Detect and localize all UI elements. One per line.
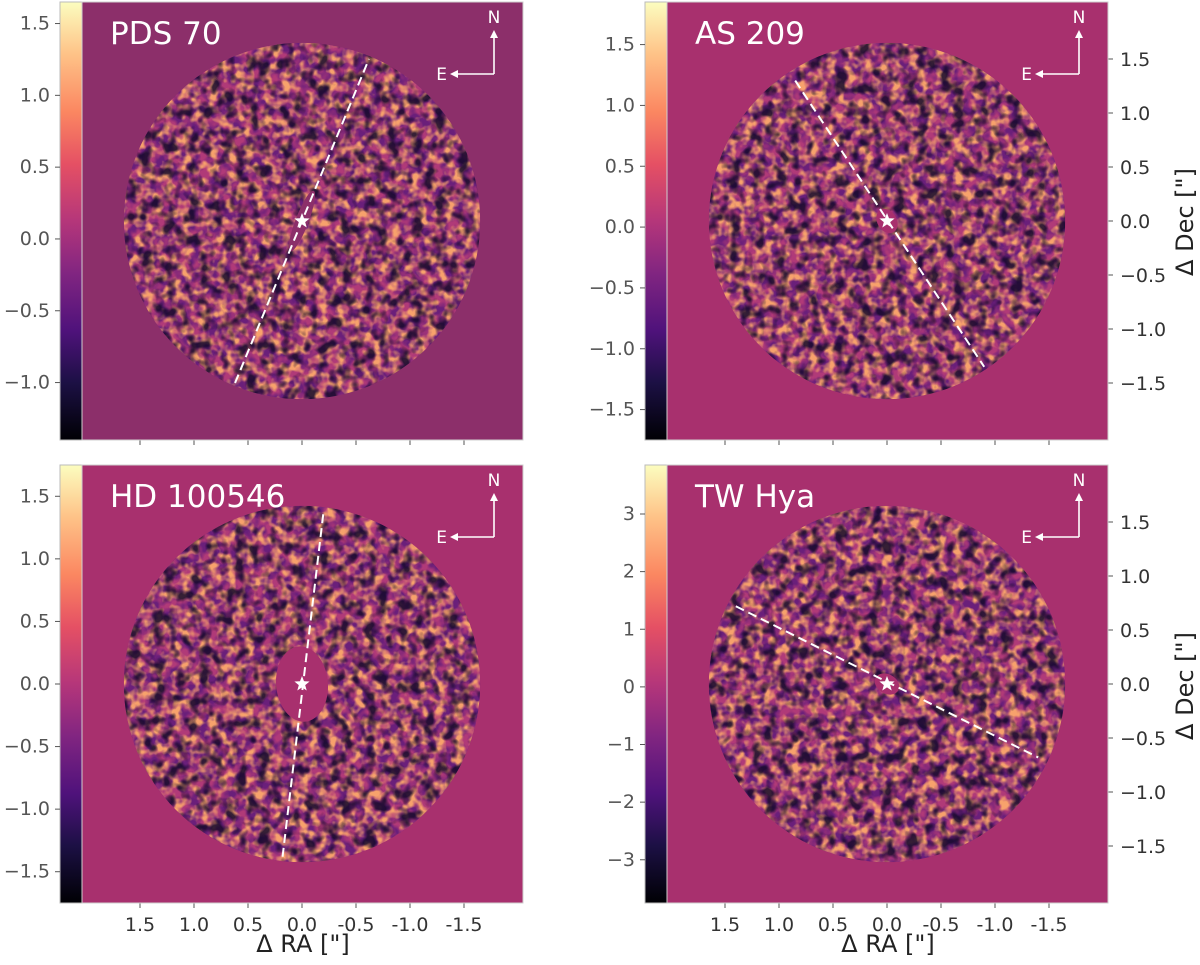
- y-tick-label: −1.5: [1120, 836, 1166, 858]
- colorbar: [60, 465, 82, 903]
- panel-4: 3 2 1 0 −1 −2 −3 TW Hya N E 1.5 1.0 0.5 0.0 -0.5 -1.0 -1…: [607, 464, 1166, 936]
- colorbar-tick-label: 1.5: [20, 13, 50, 35]
- compass-n-label: N: [1073, 471, 1086, 491]
- y-tick-label: 0.5: [1120, 620, 1150, 642]
- colorbar-tick-label: 1.0: [605, 94, 635, 116]
- colorbar-tick-label: −1.0: [589, 338, 635, 360]
- colorbar: [60, 2, 82, 440]
- panel-frame: [666, 464, 1109, 904]
- panel-1: 1.5 1.0 0.5 0.0 −0.5 −1.0 PDS 70 N E: [4, 1, 524, 445]
- y-tick-label: 1.5: [1120, 512, 1150, 534]
- y-axis-label: Δ Dec ["]: [1171, 168, 1199, 276]
- panel-frame: [81, 1, 524, 441]
- compass-east-head: [1035, 70, 1043, 78]
- colorbar-tick-label: 2: [623, 561, 635, 583]
- y-tick-label: −1.0: [1120, 319, 1166, 341]
- colorbar-tick-label: 0.0: [20, 228, 50, 250]
- compass-n-label: N: [488, 8, 501, 28]
- star-marker: [879, 213, 895, 228]
- colorbar-tick-label: −1.5: [4, 861, 50, 883]
- compass-north-head: [1075, 30, 1083, 38]
- panel-title: HD 100546: [110, 479, 285, 515]
- compass-n-label: N: [1073, 8, 1086, 28]
- x-tick-label: -0.5: [337, 914, 374, 936]
- y-tick-label: 0.0: [1120, 211, 1150, 233]
- panel-title: TW Hya: [694, 479, 815, 515]
- colorbar-tick-label: −1.5: [589, 399, 635, 421]
- compass-north-head: [490, 30, 498, 38]
- colorbar-tick-label: 1.0: [20, 548, 50, 570]
- panel-title: AS 209: [695, 16, 805, 52]
- colorbar-tick-label: 0.0: [605, 216, 635, 238]
- compass-east-head: [450, 533, 458, 541]
- star-marker: [294, 213, 310, 228]
- colorbar-tick-label: −1.0: [4, 798, 50, 820]
- compass-east-head: [450, 70, 458, 78]
- compass-north-head: [490, 493, 498, 501]
- x-tick-label: 1.0: [764, 914, 794, 936]
- colorbar-tick-label: 1: [623, 618, 635, 640]
- colorbar-tick-label: 0.5: [605, 155, 635, 177]
- x-tick-label: 1.5: [125, 914, 155, 936]
- x-axis-label: Δ RA ["]: [256, 930, 350, 958]
- y-tick-label: −0.5: [1120, 728, 1166, 750]
- y-tick-label: −1.0: [1120, 782, 1166, 804]
- x-tick-label: 0.0: [872, 914, 902, 936]
- compass-e-label: E: [1021, 528, 1032, 548]
- colorbar-tick-label: 1.5: [605, 34, 635, 56]
- star-marker: [879, 676, 895, 691]
- colorbar-tick-label: 0: [623, 676, 635, 698]
- x-tick-label: 0.5: [818, 914, 848, 936]
- colorbar-tick-label: −0.5: [589, 277, 635, 299]
- compass-e-label: E: [436, 528, 447, 548]
- x-tick-label: -1.5: [1030, 914, 1067, 936]
- compass-north-head: [1075, 493, 1083, 501]
- x-tick-label: -1.5: [445, 914, 482, 936]
- x-tick-label: 1.5: [710, 914, 740, 936]
- colorbar-tick-label: −1.0: [4, 372, 50, 394]
- colorbar-tick-label: −0.5: [4, 300, 50, 322]
- colorbar: [645, 465, 667, 903]
- panel-2: 1.5 1.0 0.5 0.0 −0.5 −1.0 −1.5 AS 209 N E 1.5 1.0 0.…: [589, 1, 1166, 445]
- y-tick-label: −1.5: [1120, 373, 1166, 395]
- x-tick-label: -1.0: [391, 914, 428, 936]
- colorbar-tick-label: 0.5: [20, 156, 50, 178]
- y-tick-label: 1.5: [1120, 49, 1150, 71]
- compass-e-label: E: [436, 65, 447, 85]
- x-tick-label: -1.0: [976, 914, 1013, 936]
- speckle-field: [123, 42, 481, 400]
- x-tick-label: -0.5: [922, 914, 959, 936]
- colorbar-tick-label: 0.0: [20, 673, 50, 695]
- colorbar-tick-label: −2: [607, 791, 635, 813]
- x-tick-label: 0.5: [233, 914, 263, 936]
- compass-n-label: N: [488, 471, 501, 491]
- panel-frame: [81, 464, 524, 904]
- colorbar-tick-label: 1.5: [20, 485, 50, 507]
- panel-3: 1.5 1.0 0.5 0.0 −0.5 −1.0 −1.5 HD 100546 N E 1.5 1.…: [4, 464, 524, 936]
- compass-east-head: [1035, 533, 1043, 541]
- x-tick-label: 1.0: [179, 914, 209, 936]
- y-axis-label: Δ Dec ["]: [1171, 632, 1199, 740]
- x-tick-label: 0.0: [287, 914, 317, 936]
- colorbar: [645, 2, 667, 440]
- colorbar-tick-label: −3: [607, 849, 635, 871]
- colorbar-tick-label: 1.0: [20, 84, 50, 106]
- colorbar-tick-label: 3: [623, 503, 635, 525]
- panel-frame: [666, 1, 1109, 441]
- y-tick-label: 0.5: [1120, 157, 1150, 179]
- star-marker: [294, 676, 310, 691]
- y-tick-label: 1.0: [1120, 103, 1150, 125]
- colorbar-tick-label: 0.5: [20, 610, 50, 632]
- colorbar-tick-label: −0.5: [4, 736, 50, 758]
- colorbar-tick-label: −1: [607, 734, 635, 756]
- panel-title: PDS 70: [110, 16, 222, 52]
- y-tick-label: 0.0: [1120, 674, 1150, 696]
- x-axis-label: Δ RA ["]: [841, 930, 935, 958]
- y-tick-label: −0.5: [1120, 265, 1166, 287]
- compass-e-label: E: [1021, 65, 1032, 85]
- y-tick-label: 1.0: [1120, 566, 1150, 588]
